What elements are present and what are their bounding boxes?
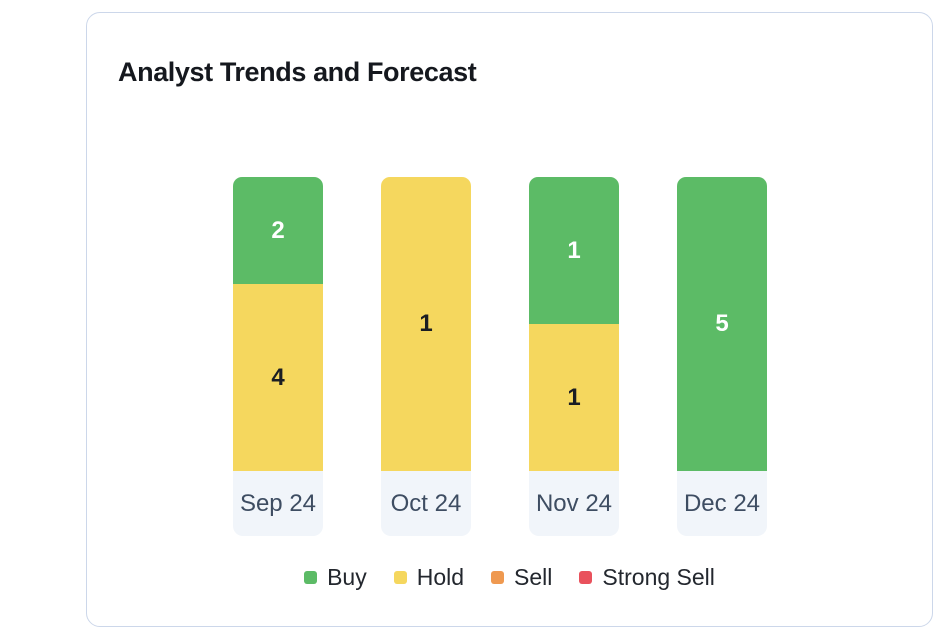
- segment-value-label: 1: [567, 383, 581, 411]
- bar-stack: 1: [381, 177, 471, 471]
- legend-label: Buy: [327, 564, 367, 590]
- legend-label: Sell: [514, 564, 553, 590]
- segment-value-label: 1: [567, 236, 581, 264]
- bar-column-sep-24: 2 4 Sep 24: [233, 177, 323, 536]
- x-axis-label-dec-24: Dec 24: [677, 471, 767, 536]
- segment-value-label: 5: [715, 310, 729, 337]
- legend-item-strong-sell[interactable]: Strong Sell: [579, 564, 715, 591]
- legend-item-buy[interactable]: Buy: [304, 564, 367, 591]
- stacked-bar-chart: 2 4 Sep 24 1 Oct 24 1 1 Nov 24 5 Dec 24: [233, 177, 767, 536]
- legend-item-hold[interactable]: Hold: [393, 564, 465, 591]
- legend-swatch-buy: [304, 571, 318, 584]
- legend-item-sell[interactable]: Sell: [491, 564, 552, 591]
- legend-swatch-hold: [393, 571, 407, 584]
- segment-value-label: 1: [419, 310, 433, 337]
- legend-label: Strong Sell: [602, 564, 715, 590]
- legend-swatch-strong-sell: [579, 571, 593, 584]
- bar-segment-buy[interactable]: 2: [233, 177, 323, 285]
- legend-label: Hold: [416, 564, 465, 590]
- bar-segment-hold[interactable]: 1: [529, 324, 619, 471]
- segment-value-label: 4: [271, 363, 285, 391]
- bar-column-nov-24: 1 1 Nov 24: [529, 177, 619, 536]
- chart-legend: Buy Hold Sell Strong Sell: [87, 564, 932, 591]
- bar-stack: 5: [677, 177, 767, 471]
- segment-value-label: 2: [271, 216, 285, 244]
- analyst-trends-card: Analyst Trends and Forecast 2 4 Sep 24 1 Oct…: [86, 12, 933, 627]
- bar-segment-buy[interactable]: 1: [529, 177, 619, 324]
- x-axis-label-oct-24: Oct 24: [381, 471, 471, 536]
- bar-column-oct-24: 1 Oct 24: [381, 177, 471, 536]
- bar-segment-buy[interactable]: 5: [677, 177, 767, 471]
- bar-column-dec-24: 5 Dec 24: [677, 177, 767, 536]
- bar-segment-hold[interactable]: 4: [233, 284, 323, 471]
- bar-segment-hold[interactable]: 1: [381, 177, 471, 471]
- x-axis-label-nov-24: Nov 24: [529, 471, 619, 536]
- x-axis-label-sep-24: Sep 24: [233, 471, 323, 536]
- legend-swatch-sell: [491, 571, 505, 584]
- chart-title: Analyst Trends and Forecast: [118, 57, 477, 87]
